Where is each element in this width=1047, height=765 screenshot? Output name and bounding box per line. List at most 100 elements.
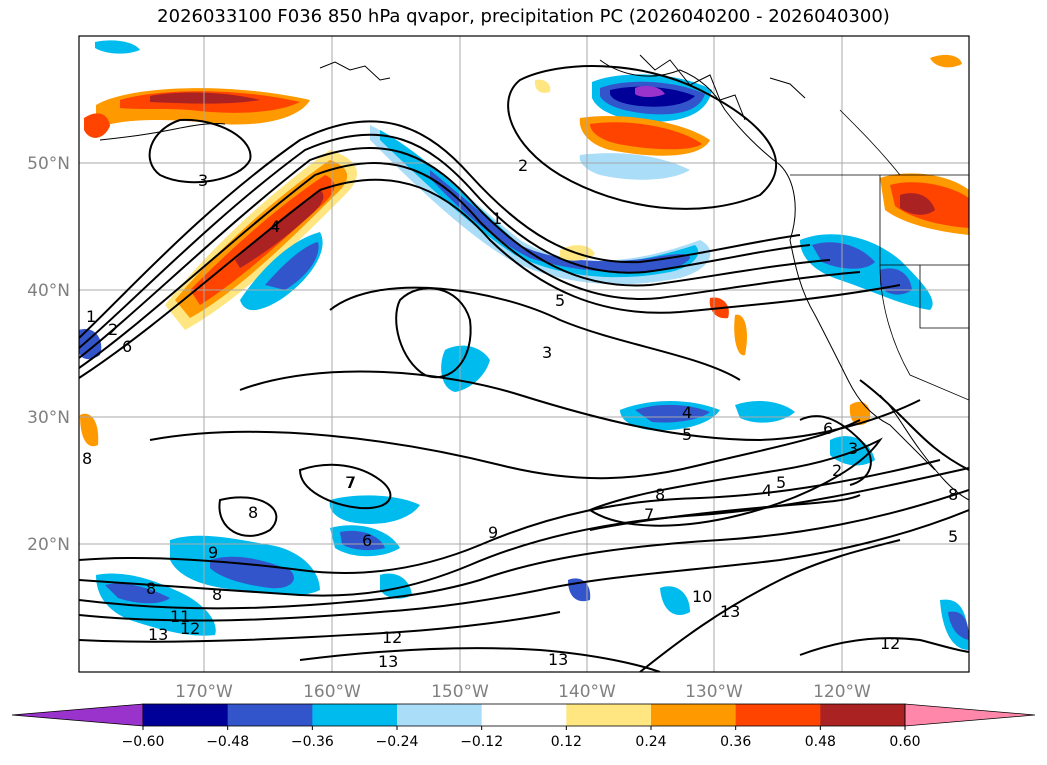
contour-label: 9: [488, 523, 498, 542]
colorbar-swatch: [481, 704, 567, 726]
lon-label-160w: 160°W: [303, 682, 361, 702]
contour-layer: [79, 65, 969, 672]
contour-label: 8: [146, 579, 156, 598]
contour-label: 11: [170, 607, 190, 626]
colorbar-swatch: [143, 704, 229, 726]
lon-label-120w: 120°W: [813, 682, 871, 702]
contour-label: 6: [122, 337, 132, 356]
colorbar-extend-low: [11, 703, 144, 727]
colorbar-swatch: [227, 704, 313, 726]
lat-label-40n: 40°N: [27, 281, 70, 301]
lat-label-50n: 50°N: [27, 154, 70, 174]
contour-label: 5: [555, 291, 565, 310]
negative-anomaly: [380, 573, 412, 599]
contour-labels: 3 2 1 4 5 2 1 3 6 8 7 8 9 8 9 6 7 8 11 1…: [82, 156, 958, 671]
colorbar-swatch: [566, 704, 652, 726]
colorbar-extend-high: [904, 703, 1036, 727]
colorbar-swatch: [312, 704, 398, 726]
contour-label: 4: [762, 481, 772, 500]
positive-anomaly: [734, 314, 747, 356]
colorbar-tick-label: −0.36: [291, 734, 334, 750]
positive-anomaly: [84, 113, 110, 138]
lon-label-140w: 140°W: [558, 682, 616, 702]
contour-label: 2: [108, 320, 118, 339]
contour-label: 1: [492, 209, 502, 228]
negative-anomaly: [635, 86, 665, 97]
colorbar-swatch: [820, 704, 906, 726]
contour-label: 7: [644, 505, 654, 524]
negative-anomaly: [265, 242, 319, 290]
colorbar: −0.60 −0.48 −0.36 −0.24 −0.12 0.12 0.24 0.36 0.4…: [11, 703, 1036, 750]
contour-label: 7: [345, 473, 355, 492]
negative-anomaly: [340, 530, 385, 551]
map-title: 2026033100 F036 850 hPa qvapor, precipit…: [157, 6, 890, 27]
contour-label: 8: [248, 503, 258, 522]
positive-anomaly: [849, 401, 871, 425]
lat-label-30n: 30°N: [27, 408, 70, 428]
colorbar-swatch: [735, 704, 821, 726]
contour-label: 13: [378, 652, 398, 671]
contour-label: 1: [86, 307, 96, 326]
contour-label: 9: [208, 543, 218, 562]
longitude-labels: 170°W 160°W 150°W 140°W 130°W 120°W: [175, 682, 871, 702]
contour-label: 4: [270, 217, 280, 236]
contour-label: 8: [212, 585, 222, 604]
contour-label: 5: [682, 425, 692, 444]
contour-label: 3: [198, 171, 208, 190]
negative-anomaly: [660, 586, 690, 615]
negative-anomaly: [635, 404, 710, 423]
positive-anomaly: [930, 54, 962, 68]
contour-label: 10: [692, 587, 712, 606]
colorbar-tick-label: 0.12: [551, 734, 582, 750]
border-layer: [790, 109, 969, 401]
negative-anomaly: [441, 345, 490, 392]
colorbar-swatch: [397, 704, 483, 726]
positive-anomaly: [900, 193, 935, 215]
contour-label: 3: [542, 343, 552, 362]
negative-anomaly: [579, 153, 690, 180]
lon-label-130w: 130°W: [685, 682, 743, 702]
colorbar-tick-label: 0.24: [635, 734, 666, 750]
map-frame: [78, 35, 970, 673]
contour-label: 2: [832, 461, 842, 480]
contour-label: 6: [823, 419, 833, 438]
contour-label: 13: [148, 625, 168, 644]
colorbar-frame: [142, 703, 906, 727]
contour-label: 5: [776, 473, 786, 492]
colorbar-tick-label: 0.60: [889, 734, 920, 750]
lat-label-20n: 20°N: [27, 535, 70, 555]
negative-anomaly: [210, 556, 294, 589]
colorbar-tick-label: 0.36: [720, 734, 751, 750]
contour-label: 2: [518, 156, 528, 175]
contour-label: 6: [362, 531, 372, 550]
contour-label: 13: [720, 602, 740, 621]
contour-label: 5: [948, 527, 958, 546]
contour-label: 3: [848, 439, 858, 458]
negative-anomaly: [329, 495, 420, 525]
positive-anomaly: [80, 413, 99, 447]
contour-label: 8: [82, 449, 92, 468]
contour-label: 7: [346, 473, 356, 492]
contour-label: 12: [880, 634, 900, 653]
lon-label-150w: 150°W: [431, 682, 489, 702]
positive-anomaly: [235, 190, 324, 268]
negative-anomaly: [812, 242, 875, 269]
colorbar-tick-label: −0.60: [122, 734, 165, 750]
colorbar-tick-label: −0.12: [460, 734, 503, 750]
contour-label: 8: [948, 485, 958, 504]
colorbar-tick-label: 0.48: [805, 734, 836, 750]
negative-anomaly: [105, 583, 170, 604]
latitude-labels: 50°N 40°N 30°N 20°N: [27, 154, 70, 555]
colorbar-swatch: [651, 704, 737, 726]
contour-label: 12: [382, 628, 402, 647]
lon-label-170w: 170°W: [175, 682, 233, 702]
contour-label: 13: [548, 650, 568, 669]
positive-anomaly: [150, 92, 260, 104]
colorbar-tick-label: −0.24: [376, 734, 419, 750]
negative-anomaly: [948, 611, 969, 640]
contour-label: 12: [180, 619, 200, 638]
negative-anomaly: [95, 40, 140, 54]
negative-anomaly: [79, 329, 102, 360]
positive-anomaly: [534, 79, 551, 93]
